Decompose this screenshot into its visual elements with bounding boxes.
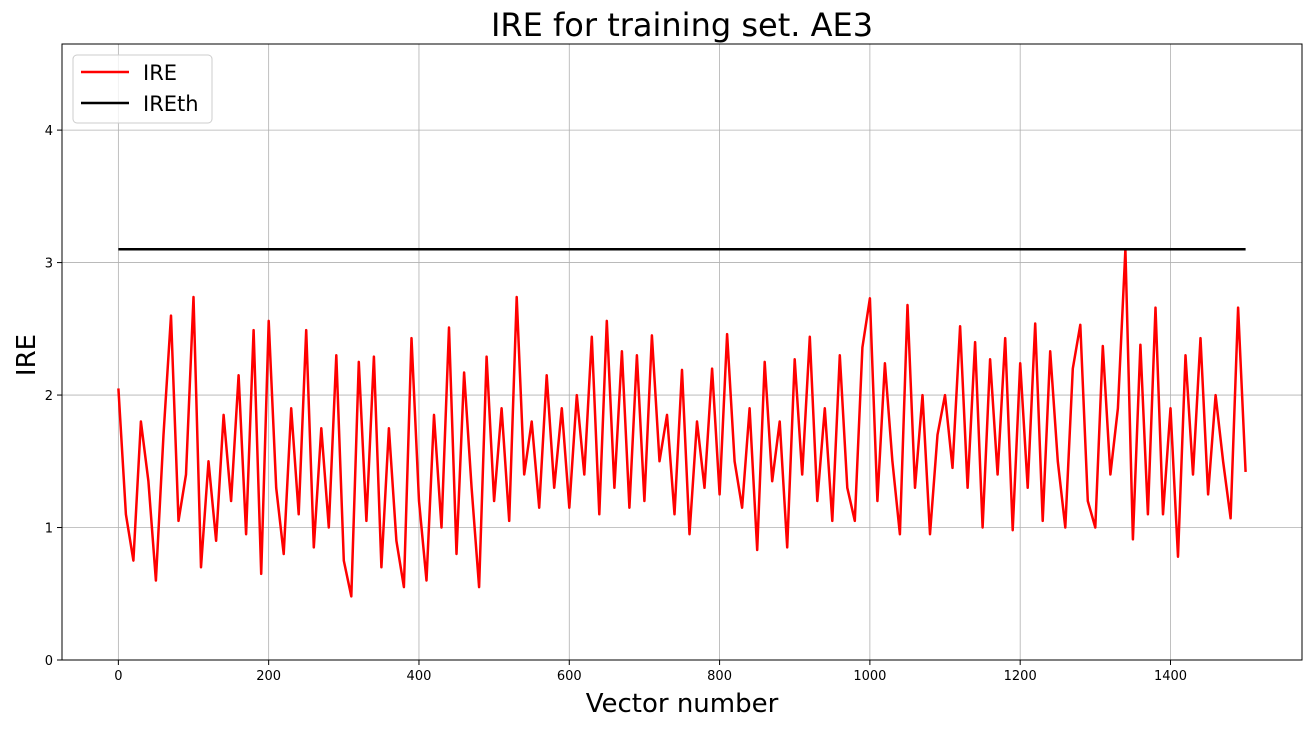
x-tick-label: 0	[114, 669, 122, 684]
y-tick-label: 3	[45, 257, 53, 272]
axis-ticks: 0 200 400 600 800 1000 1200 1400 0 1 2 3 4	[45, 124, 1187, 684]
y-tick-label: 0	[45, 654, 53, 669]
y-tick-label: 4	[45, 124, 53, 139]
x-tick-label: 400	[407, 669, 432, 684]
plot-frame	[61, 43, 1303, 661]
legend: IRE IREth	[72, 54, 213, 124]
x-tick-label: 1200	[1004, 669, 1037, 684]
y-axis-label: IRE	[12, 334, 42, 376]
y-tick-label: 1	[45, 522, 53, 537]
legend-label-ireth: IREth	[143, 92, 199, 116]
series-line-ire	[117, 248, 1247, 598]
x-tick-label: 1400	[1154, 669, 1187, 684]
chart-title: IRE for training set. AE3	[491, 6, 873, 44]
x-tick-label: 800	[707, 669, 732, 684]
y-tick-label: 2	[45, 389, 53, 404]
series-layer	[117, 248, 1247, 598]
x-axis-label: Vector number	[586, 689, 779, 719]
grid	[62, 44, 1302, 661]
x-tick-label: 600	[557, 669, 582, 684]
x-tick-label: 1000	[853, 669, 886, 684]
legend-label-ire: IRE	[143, 61, 177, 85]
x-tick-label: 200	[256, 669, 281, 684]
